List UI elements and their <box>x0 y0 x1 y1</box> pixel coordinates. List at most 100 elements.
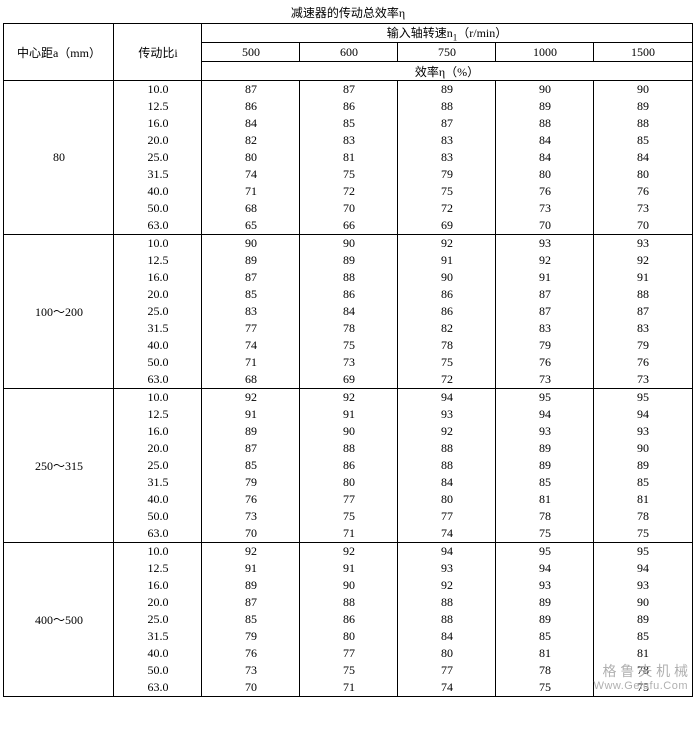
cell-i: 40.0 <box>114 183 202 200</box>
cell-i: 12.5 <box>114 252 202 269</box>
cell-i: 12.5 <box>114 406 202 423</box>
cell-value: 74 <box>202 166 300 183</box>
cell-value: 90 <box>594 440 692 457</box>
cell-i: 25.0 <box>114 303 202 320</box>
cell-value: 71 <box>300 679 398 697</box>
cell-value: 71 <box>202 183 300 200</box>
speed-header: 1500 <box>594 43 692 62</box>
cell-value: 73 <box>594 200 692 217</box>
cell-value: 95 <box>496 543 594 561</box>
cell-value: 75 <box>594 679 692 697</box>
cell-i: 12.5 <box>114 98 202 115</box>
page-title: 减速器的传动总效率η <box>0 0 696 23</box>
cell-value: 70 <box>594 217 692 235</box>
col-header-n1: 输入轴转速n1（r/min） <box>202 24 692 43</box>
cell-value: 89 <box>398 81 496 99</box>
cell-value: 84 <box>398 474 496 491</box>
cell-value: 76 <box>202 645 300 662</box>
cell-i: 40.0 <box>114 337 202 354</box>
cell-i: 40.0 <box>114 491 202 508</box>
cell-i: 12.5 <box>114 560 202 577</box>
cell-i: 63.0 <box>114 371 202 389</box>
cell-value: 79 <box>202 628 300 645</box>
page-wrap: 减速器的传动总效率η 中心距a（mm） 传动比i 输入轴转速n1（r/min） … <box>0 0 696 697</box>
cell-value: 90 <box>594 81 692 99</box>
speed-header: 500 <box>202 43 300 62</box>
cell-value: 75 <box>300 662 398 679</box>
cell-value: 87 <box>300 81 398 99</box>
cell-value: 89 <box>202 577 300 594</box>
cell-value: 69 <box>300 371 398 389</box>
cell-value: 76 <box>496 183 594 200</box>
cell-value: 76 <box>496 354 594 371</box>
cell-i: 25.0 <box>114 149 202 166</box>
cell-value: 93 <box>496 235 594 253</box>
table-head: 中心距a（mm） 传动比i 输入轴转速n1（r/min） 500 600 750… <box>4 24 692 81</box>
cell-value: 75 <box>398 354 496 371</box>
cell-value: 88 <box>398 611 496 628</box>
cell-value: 91 <box>496 269 594 286</box>
cell-value: 92 <box>202 543 300 561</box>
cell-value: 88 <box>300 594 398 611</box>
cell-i: 10.0 <box>114 81 202 99</box>
cell-value: 70 <box>202 525 300 543</box>
cell-i: 10.0 <box>114 235 202 253</box>
cell-value: 85 <box>594 132 692 149</box>
cell-value: 93 <box>398 406 496 423</box>
cell-value: 87 <box>202 269 300 286</box>
cell-value: 91 <box>300 406 398 423</box>
cell-value: 89 <box>594 98 692 115</box>
cell-value: 85 <box>202 611 300 628</box>
speed-header: 1000 <box>496 43 594 62</box>
cell-value: 90 <box>594 594 692 611</box>
cell-value: 95 <box>594 389 692 407</box>
cell-value: 72 <box>398 200 496 217</box>
cell-value: 88 <box>496 115 594 132</box>
cell-value: 81 <box>594 491 692 508</box>
cell-value: 90 <box>398 269 496 286</box>
cell-value: 71 <box>202 354 300 371</box>
cell-value: 83 <box>398 149 496 166</box>
cell-value: 83 <box>398 132 496 149</box>
cell-i: 63.0 <box>114 679 202 697</box>
cell-value: 78 <box>496 508 594 525</box>
table-row: 8010.08787899090 <box>4 81 692 99</box>
cell-i: 50.0 <box>114 508 202 525</box>
cell-i: 20.0 <box>114 132 202 149</box>
table-body: 8010.0878789909012.5868688898916.0848587… <box>4 81 692 697</box>
cell-value: 77 <box>202 320 300 337</box>
cell-value: 71 <box>300 525 398 543</box>
cell-value: 79 <box>398 166 496 183</box>
cell-value: 87 <box>594 303 692 320</box>
cell-value: 85 <box>594 628 692 645</box>
cell-value: 86 <box>398 303 496 320</box>
cell-value: 76 <box>594 354 692 371</box>
cell-value: 85 <box>202 286 300 303</box>
cell-i: 63.0 <box>114 217 202 235</box>
cell-value: 89 <box>496 611 594 628</box>
cell-value: 89 <box>300 252 398 269</box>
cell-value: 88 <box>300 440 398 457</box>
cell-value: 68 <box>202 200 300 217</box>
cell-value: 80 <box>398 491 496 508</box>
cell-value: 85 <box>300 115 398 132</box>
cell-value: 89 <box>496 440 594 457</box>
cell-value: 87 <box>202 440 300 457</box>
cell-value: 74 <box>202 337 300 354</box>
cell-i: 50.0 <box>114 200 202 217</box>
cell-value: 91 <box>202 406 300 423</box>
table-row: 100～20010.09090929393 <box>4 235 692 253</box>
cell-value: 74 <box>398 525 496 543</box>
col-header-a: 中心距a（mm） <box>4 24 114 81</box>
cell-value: 88 <box>300 269 398 286</box>
cell-value: 94 <box>594 406 692 423</box>
cell-value: 78 <box>594 508 692 525</box>
cell-i: 31.5 <box>114 166 202 183</box>
cell-value: 65 <box>202 217 300 235</box>
cell-value: 86 <box>300 611 398 628</box>
cell-value: 91 <box>398 252 496 269</box>
cell-i: 50.0 <box>114 354 202 371</box>
cell-value: 90 <box>300 235 398 253</box>
cell-value: 78 <box>398 337 496 354</box>
cell-value: 93 <box>594 235 692 253</box>
